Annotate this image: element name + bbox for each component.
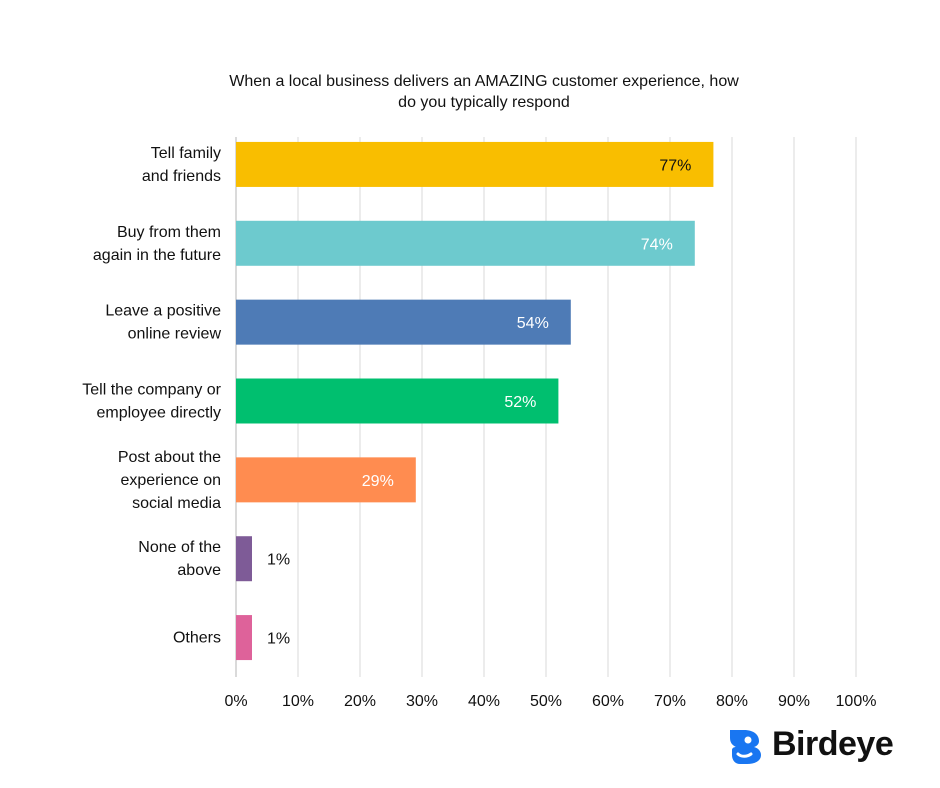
category-label: social media	[132, 495, 221, 512]
category-labels: Tell family and friends Buy from them again…	[82, 145, 221, 647]
data-labels: 77% 74% 54% 52% 29% 1% 1%	[267, 157, 691, 647]
x-tick-label: 60%	[592, 693, 624, 710]
x-tick-label: 90%	[778, 693, 810, 710]
data-label: 1%	[267, 631, 290, 648]
x-tick-label: 80%	[716, 693, 748, 710]
brand-logo: Birdeye	[726, 722, 894, 766]
data-label: 29%	[362, 473, 394, 490]
bar	[236, 457, 416, 503]
x-tick-label: 70%	[654, 693, 686, 710]
category-label: experience on	[120, 472, 221, 489]
data-label: 1%	[267, 552, 290, 569]
category-label: None of the	[138, 539, 221, 556]
chart-title-line: When a local business delivers an AMAZIN…	[229, 73, 739, 90]
x-axis-tick-labels: 0% 10% 20% 30% 40% 50% 60% 70% 80% 90% 100%	[224, 693, 876, 710]
category-label: Buy from them	[117, 224, 221, 241]
category-label: Leave a positive	[105, 303, 221, 320]
x-tick-label: 100%	[836, 693, 877, 710]
bar	[236, 299, 571, 345]
bar	[236, 141, 714, 187]
category-label: Others	[173, 630, 221, 647]
bar	[236, 536, 252, 582]
chart-title: When a local business delivers an AMAZIN…	[229, 73, 739, 111]
data-label: 74%	[641, 236, 673, 253]
bar	[236, 220, 695, 266]
category-label: Post about the	[118, 449, 221, 466]
bar	[236, 378, 559, 424]
category-label: above	[177, 562, 221, 579]
x-tick-label: 0%	[224, 693, 247, 710]
category-label: again in the future	[93, 247, 221, 264]
category-label: Tell family	[151, 145, 221, 162]
x-tick-label: 30%	[406, 693, 438, 710]
category-label: Tell the company or	[82, 382, 221, 399]
logo-text: Birdeye	[772, 724, 894, 763]
data-label: 52%	[504, 394, 536, 411]
data-label: 54%	[517, 315, 549, 332]
x-tick-label: 20%	[344, 693, 376, 710]
x-tick-label: 50%	[530, 693, 562, 710]
x-tick-label: 10%	[282, 693, 314, 710]
category-label: and friends	[142, 168, 221, 185]
birdeye-logo-icon	[730, 730, 761, 764]
category-label: employee directly	[97, 405, 222, 422]
data-label: 77%	[659, 157, 691, 174]
bar	[236, 615, 252, 661]
bars	[236, 141, 714, 661]
chart-title-line: do you typically respond	[398, 94, 570, 111]
category-label: online review	[128, 326, 222, 343]
x-tick-label: 40%	[468, 693, 500, 710]
